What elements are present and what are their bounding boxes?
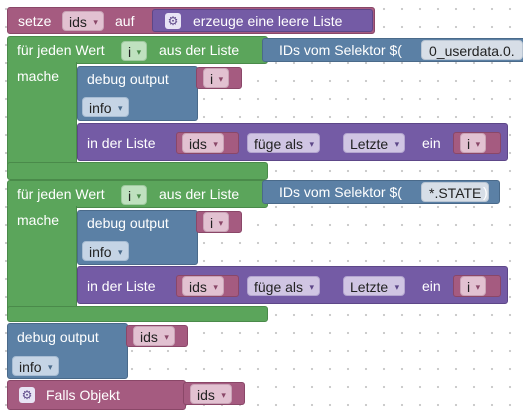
- ein-label: ein: [422, 278, 441, 294]
- variable-dropdown-ids[interactable]: ids ▾: [190, 384, 232, 404]
- selector-input-2[interactable]: *.STATE: [421, 182, 490, 202]
- for-each-footer-1: [7, 162, 268, 180]
- gear-icon[interactable]: ⚙: [19, 387, 35, 403]
- value-variable-block[interactable]: i ▾: [453, 132, 501, 154]
- for-each-label: für jeden Wert: [17, 186, 105, 202]
- position-dropdown[interactable]: Letzte ▾: [343, 133, 406, 153]
- for-each-block-2[interactable]: für jeden Wert i ▾ aus der Liste: [7, 180, 268, 208]
- list-variable-block[interactable]: ids ▾: [176, 132, 239, 154]
- chevron-down-icon: ▾: [136, 191, 142, 201]
- debug-output-block-3[interactable]: debug output info ▾: [7, 323, 128, 379]
- variable-dropdown-i[interactable]: i ▾: [203, 68, 230, 88]
- from-list-label: aus der Liste: [159, 42, 240, 58]
- for-each-body-1: mache: [7, 62, 77, 170]
- list-insert-block-2[interactable]: in der Liste ids ▾ füge als ▾ Letzte ▾ ein …: [77, 266, 508, 304]
- setze-label: setze: [18, 13, 52, 29]
- ids-selector-label: IDs vom Selektor $(: [279, 184, 402, 200]
- variable-block-i[interactable]: i ▾: [196, 67, 242, 89]
- ein-label: ein: [422, 135, 441, 151]
- loop-variable-dropdown[interactable]: i ▾: [121, 185, 148, 205]
- chevron-down-icon: ▾: [218, 74, 224, 84]
- chevron-down-icon: ▾: [118, 247, 123, 257]
- chevron-down-icon: ▾: [221, 390, 226, 400]
- value-variable-block[interactable]: i ▾: [453, 275, 501, 297]
- chevron-down-icon: ▾: [213, 282, 218, 292]
- chevron-down-icon: ▾: [93, 17, 98, 27]
- chevron-down-icon: ▾: [164, 332, 169, 342]
- in-list-label: in der Liste: [87, 135, 156, 151]
- create-empty-list-block[interactable]: ⚙ erzeuge eine leere Liste: [152, 9, 373, 32]
- insert-mode-dropdown[interactable]: füge als ▾: [247, 276, 321, 296]
- list-variable-block[interactable]: ids ▾: [176, 275, 239, 297]
- variable-dropdown-ids[interactable]: ids ▾: [133, 326, 175, 346]
- variable-dropdown-ids[interactable]: ids ▾: [182, 133, 224, 153]
- chevron-down-icon: ▾: [309, 139, 315, 149]
- ids-by-selector-block-1[interactable]: IDs vom Selektor $( 0_userdata.0.: [262, 38, 523, 62]
- chevron-down-icon: ▾: [309, 282, 315, 292]
- close-paren-label: ): [483, 184, 488, 200]
- ids-selector-label: IDs vom Selektor $(: [279, 42, 402, 58]
- from-list-label: aus der Liste: [159, 186, 240, 202]
- for-each-block-1[interactable]: für jeden Wert i ▾ aus der Liste: [7, 36, 268, 64]
- debug-output-block-2[interactable]: debug output info ▾: [77, 210, 198, 265]
- insert-mode-dropdown[interactable]: füge als ▾: [247, 133, 321, 153]
- in-list-label: in der Liste: [87, 278, 156, 294]
- ids-by-selector-block-2[interactable]: IDs vom Selektor $( *.STATE ): [262, 180, 500, 204]
- debug-output-label: debug output: [87, 71, 169, 87]
- mache-label: mache: [17, 68, 60, 84]
- loop-variable-dropdown[interactable]: i ▾: [121, 41, 148, 61]
- list-insert-block-1[interactable]: in der Liste ids ▾ füge als ▾ Letzte ▾ ein …: [77, 123, 508, 161]
- auf-label: auf: [115, 13, 135, 29]
- chevron-down-icon: ▾: [118, 103, 123, 113]
- variable-dropdown-i[interactable]: i ▾: [460, 276, 487, 296]
- variable-dropdown-ids[interactable]: ids ▾: [62, 11, 104, 31]
- chevron-down-icon: ▾: [213, 139, 218, 149]
- selector-input-1[interactable]: 0_userdata.0.: [421, 40, 523, 60]
- variable-dropdown-ids[interactable]: ids ▾: [182, 276, 224, 296]
- variable-dropdown-i[interactable]: i ▾: [460, 133, 487, 153]
- debug-output-label: debug output: [17, 329, 99, 345]
- variable-block-ids[interactable]: ids ▾: [126, 325, 188, 347]
- variable-block-ids[interactable]: ids ▾: [183, 382, 245, 405]
- variable-block-i[interactable]: i ▾: [196, 211, 242, 233]
- if-object-exists-block[interactable]: ⚙ Falls Objekt: [7, 380, 186, 410]
- if-object-label: Falls Objekt: [46, 387, 120, 403]
- chevron-down-icon: ▾: [136, 47, 142, 57]
- gear-icon[interactable]: ⚙: [165, 13, 181, 29]
- mache-label: mache: [17, 212, 60, 228]
- create-list-label: erzeuge eine leere Liste: [193, 13, 343, 29]
- position-dropdown[interactable]: Letzte ▾: [343, 276, 406, 296]
- debug-output-label: debug output: [87, 215, 169, 231]
- chevron-down-icon: ▾: [394, 139, 400, 149]
- chevron-down-icon: ▾: [475, 139, 481, 149]
- log-level-dropdown[interactable]: info ▾: [82, 241, 129, 261]
- chevron-down-icon: ▾: [475, 282, 481, 292]
- for-each-footer-2: [7, 306, 268, 322]
- log-level-dropdown[interactable]: info ▾: [12, 356, 59, 376]
- chevron-down-icon: ▾: [48, 362, 53, 372]
- variable-dropdown-i[interactable]: i ▾: [203, 212, 230, 232]
- for-each-body-2: mache: [7, 206, 77, 316]
- chevron-down-icon: ▾: [394, 282, 400, 292]
- chevron-down-icon: ▾: [218, 218, 224, 228]
- for-each-label: für jeden Wert: [17, 42, 105, 58]
- log-level-dropdown[interactable]: info ▾: [82, 97, 129, 117]
- debug-output-block-1[interactable]: debug output info ▾: [77, 66, 198, 121]
